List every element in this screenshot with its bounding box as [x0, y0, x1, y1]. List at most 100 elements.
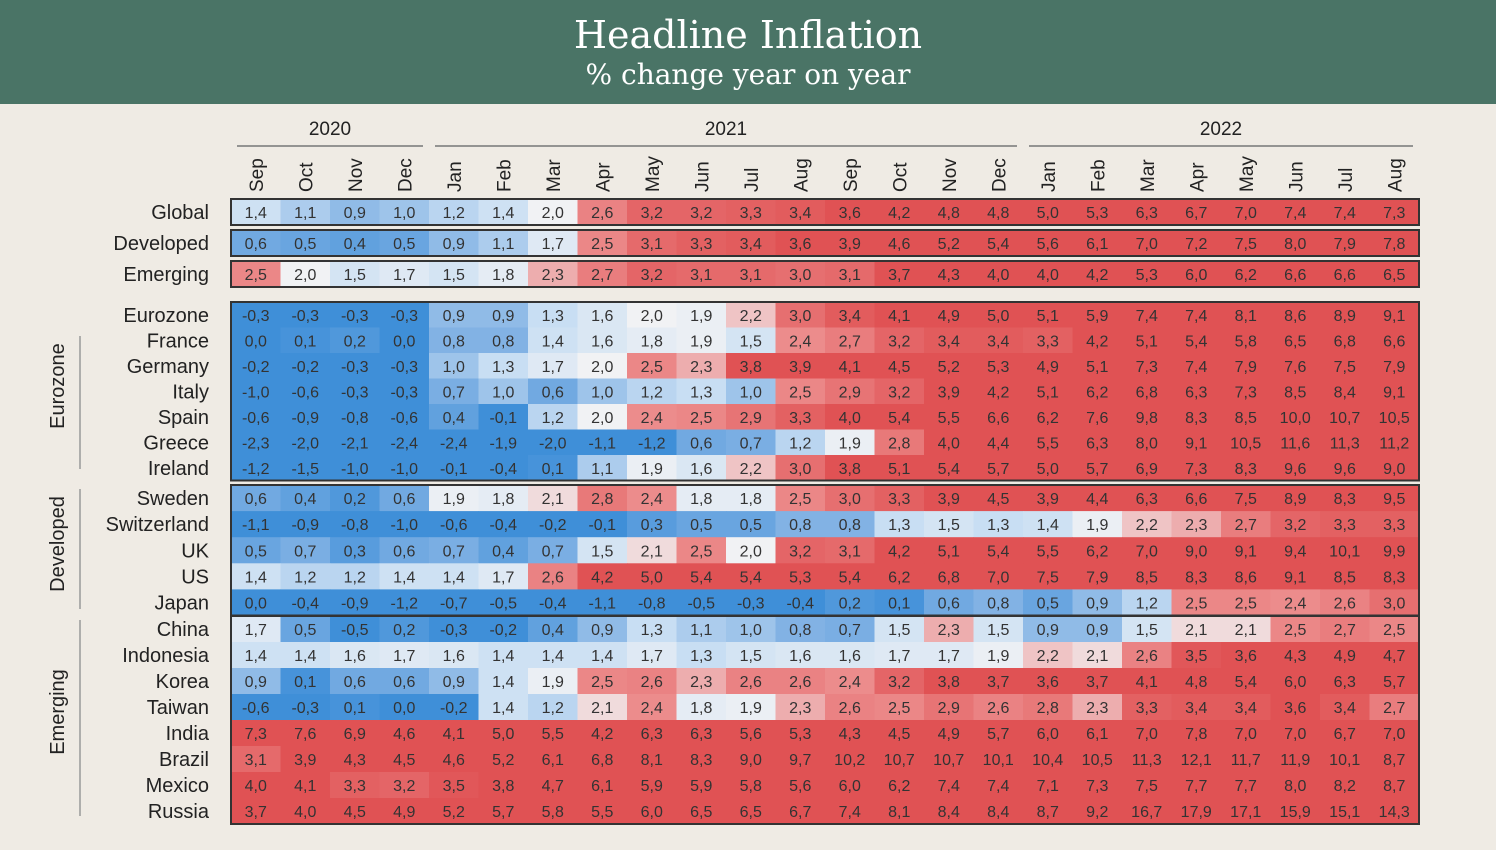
cell-value: 5,4 — [839, 569, 861, 586]
heat-cell — [874, 772, 925, 799]
cell-value: 5,3 — [789, 726, 811, 743]
heat-cell — [874, 429, 925, 456]
heat-cell — [1221, 378, 1271, 405]
heat-cell — [775, 668, 826, 695]
cell-value: 2,4 — [641, 410, 663, 427]
heat-cell — [478, 563, 529, 590]
heat-cell — [1072, 772, 1123, 799]
heat-cell — [924, 642, 974, 669]
month-label: Sep — [841, 158, 862, 192]
cell-value: -0,9 — [291, 410, 319, 427]
heat-cell — [280, 746, 331, 773]
cell-value: 5,9 — [690, 778, 712, 795]
heat-cell — [726, 589, 776, 616]
heat-cell — [676, 772, 727, 799]
cell-value: 5,7 — [1383, 674, 1405, 691]
heat-cell — [973, 537, 1024, 564]
heat-cell — [429, 511, 479, 538]
heat-cell — [1221, 404, 1271, 430]
heat-cell — [280, 589, 331, 616]
heat-cell — [924, 668, 974, 695]
heat-cell — [973, 616, 1024, 643]
cell-value: 8,3 — [690, 752, 712, 769]
heat-cell — [874, 616, 925, 643]
heat-cell — [429, 455, 479, 481]
cell-value: 6,0 — [641, 804, 663, 821]
heat-cell — [1270, 589, 1321, 616]
heat-cell — [1320, 746, 1370, 773]
heat-cell — [330, 429, 380, 456]
heat-cell — [1369, 563, 1420, 590]
heat-cell — [775, 327, 826, 354]
cell-value: 5,2 — [938, 359, 960, 376]
cell-value: 1,8 — [690, 491, 712, 508]
heat-cell — [1072, 261, 1123, 288]
heat-cell — [379, 327, 430, 354]
cell-value: 0,1 — [542, 461, 564, 478]
cell-value: 0,5 — [393, 236, 415, 253]
cell-value: 9,0 — [740, 752, 762, 769]
cell-value: 4,3 — [344, 752, 366, 769]
cell-value: -0,9 — [291, 517, 319, 534]
chart-subtitle: % change year on year — [585, 58, 911, 91]
heat-cell — [1023, 485, 1073, 512]
heat-cell — [429, 230, 479, 257]
heat-cell — [478, 230, 529, 257]
cell-value: 5,4 — [1235, 674, 1257, 691]
cell-value: 4,4 — [987, 435, 1009, 452]
heat-cell — [528, 353, 578, 379]
row-label: Taiwan — [147, 697, 209, 719]
cell-value: 4,6 — [393, 726, 415, 743]
cell-value: 1,4 — [542, 648, 564, 665]
heat-cell — [478, 511, 529, 538]
heat-cell — [676, 511, 727, 538]
cell-value: 5,3 — [987, 359, 1009, 376]
cell-value: 10,0 — [1280, 410, 1311, 427]
cell-value: -2,0 — [539, 435, 567, 452]
cell-value: 4,5 — [888, 359, 910, 376]
cell-value: 1,6 — [690, 461, 712, 478]
cell-value: 1,0 — [740, 622, 762, 639]
cell-value: 5,4 — [740, 569, 762, 586]
heat-cell — [775, 455, 826, 481]
heat-cell — [577, 772, 628, 799]
cell-value: 5,1 — [888, 461, 910, 478]
heat-cell — [478, 199, 529, 226]
heat-cell — [1221, 429, 1271, 456]
heat-cell — [627, 455, 677, 481]
heat-cell — [1023, 772, 1073, 799]
heat-cell — [1122, 563, 1172, 590]
cell-value: 0,7 — [443, 384, 465, 401]
heat-cell — [825, 589, 875, 616]
cell-value: -2,4 — [440, 435, 468, 452]
heat-cell — [874, 798, 925, 825]
cell-value: 0,0 — [393, 700, 415, 717]
cell-value: 2,5 — [888, 700, 910, 717]
heat-cell — [330, 404, 380, 430]
cell-value: 3,8 — [492, 778, 514, 795]
cell-value: 1,8 — [492, 267, 514, 284]
cell-value: 1,7 — [542, 236, 564, 253]
month-label: Jun — [1286, 161, 1307, 192]
cell-value: 9,6 — [1284, 461, 1306, 478]
cell-value: -0,3 — [242, 308, 270, 325]
cell-value: 4,7 — [542, 778, 564, 795]
month-label: Mar — [544, 159, 565, 192]
cell-value: 2,5 — [245, 267, 267, 284]
heat-cell — [676, 694, 727, 721]
cell-value: 2,8 — [888, 435, 910, 452]
cell-value: 4,1 — [888, 308, 910, 325]
cell-value: 1,6 — [591, 333, 613, 350]
heat-cell — [478, 798, 529, 825]
cell-value: 7,0 — [1235, 726, 1257, 743]
heat-cell — [1122, 720, 1172, 747]
cell-value: 8,6 — [1235, 569, 1257, 586]
cell-value: -0,3 — [341, 384, 369, 401]
cell-value: 7,3 — [1086, 778, 1108, 795]
cell-value: -0,3 — [390, 308, 418, 325]
heat-cell — [825, 772, 875, 799]
cell-value: -1,2 — [242, 461, 270, 478]
cell-value: 1,0 — [443, 359, 465, 376]
cell-value: 6,1 — [1086, 236, 1108, 253]
heat-cell — [379, 302, 430, 328]
